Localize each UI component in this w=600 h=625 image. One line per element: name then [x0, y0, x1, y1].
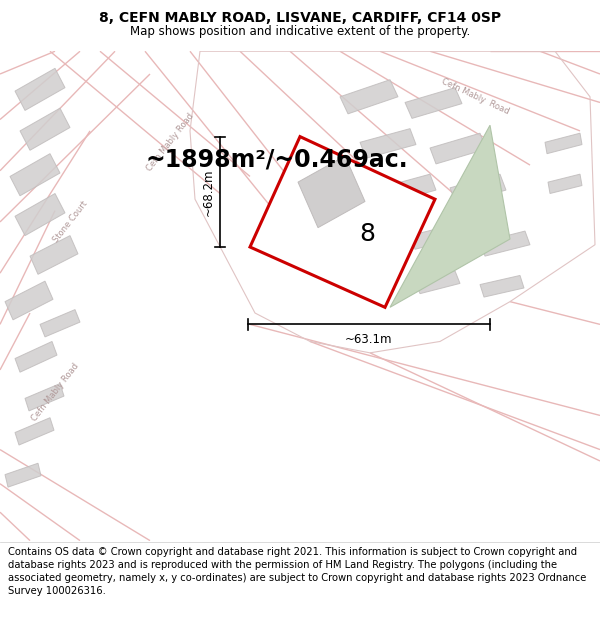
Polygon shape: [10, 154, 60, 196]
Polygon shape: [298, 156, 365, 228]
Text: Cefn Mably  Road: Cefn Mably Road: [440, 77, 510, 116]
Text: Cefn Mably Road: Cefn Mably Road: [29, 362, 80, 423]
Polygon shape: [250, 137, 435, 308]
Polygon shape: [15, 341, 57, 372]
Text: ~68.2m: ~68.2m: [202, 168, 215, 216]
Polygon shape: [430, 133, 486, 164]
Text: 8, CEFN MABLY ROAD, LISVANE, CARDIFF, CF14 0SP: 8, CEFN MABLY ROAD, LISVANE, CARDIFF, CF…: [99, 11, 501, 25]
Polygon shape: [548, 174, 582, 194]
Text: Contains OS data © Crown copyright and database right 2021. This information is : Contains OS data © Crown copyright and d…: [8, 546, 586, 596]
Text: ~1898m²/~0.469ac.: ~1898m²/~0.469ac.: [145, 148, 407, 171]
Polygon shape: [40, 309, 80, 337]
Polygon shape: [390, 125, 510, 308]
Polygon shape: [360, 129, 416, 158]
Text: 8: 8: [359, 222, 376, 246]
Polygon shape: [5, 463, 41, 487]
Polygon shape: [450, 174, 506, 204]
Polygon shape: [480, 276, 524, 297]
Polygon shape: [480, 231, 530, 256]
Polygon shape: [15, 194, 65, 236]
Polygon shape: [415, 271, 460, 294]
Polygon shape: [15, 68, 65, 111]
Text: Cefn Mably Road: Cefn Mably Road: [145, 111, 196, 173]
Polygon shape: [405, 88, 462, 118]
Polygon shape: [25, 384, 64, 411]
Polygon shape: [410, 224, 460, 249]
Polygon shape: [30, 236, 78, 274]
Polygon shape: [20, 108, 70, 150]
Polygon shape: [380, 174, 436, 204]
Polygon shape: [5, 281, 53, 320]
Polygon shape: [340, 80, 398, 114]
Text: Map shows position and indicative extent of the property.: Map shows position and indicative extent…: [130, 26, 470, 39]
Polygon shape: [15, 418, 54, 445]
Text: Stone Court: Stone Court: [51, 199, 89, 244]
Text: ~63.1m: ~63.1m: [345, 334, 393, 346]
Polygon shape: [545, 133, 582, 154]
